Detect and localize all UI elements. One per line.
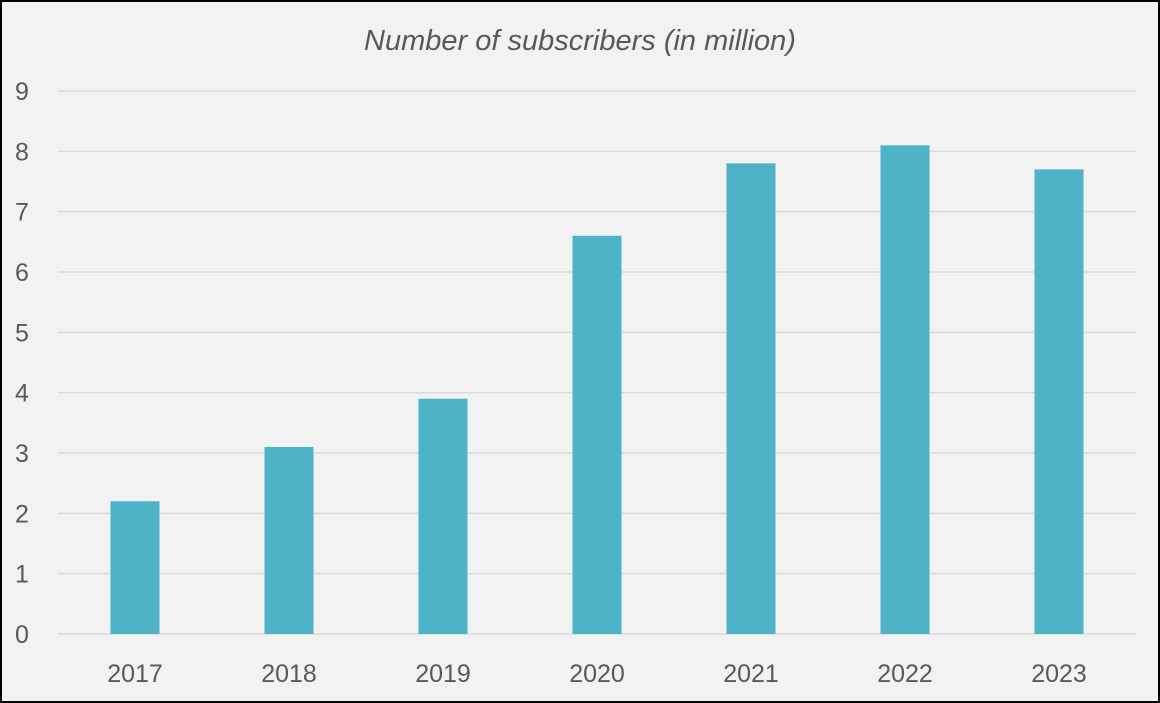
- chart-title: Number of subscribers (in million): [364, 25, 796, 57]
- x-axis-ticks: 2017 2018 2019 2020 2021 2022 2023: [107, 660, 1087, 688]
- bar-2018: [264, 446, 314, 634]
- y-tick-label-7: 7: [15, 199, 29, 227]
- x-tick-label-2018: 2018: [261, 660, 317, 688]
- bar-2017: [110, 501, 160, 634]
- x-tick-label-2023: 2023: [1031, 660, 1087, 688]
- bar-2020: [572, 235, 622, 635]
- y-tick-label-6: 6: [15, 259, 29, 287]
- bar-2019: [418, 398, 468, 634]
- bar-2022: [880, 145, 930, 635]
- y-tick-label-5: 5: [15, 319, 29, 347]
- bar-2023: [1034, 169, 1084, 634]
- y-tick-label-8: 8: [15, 138, 29, 166]
- y-tick-label-4: 4: [15, 380, 29, 408]
- x-tick-label-2021: 2021: [723, 660, 779, 688]
- y-tick-label-0: 0: [15, 621, 29, 649]
- x-tick-label-2020: 2020: [569, 660, 625, 688]
- y-tick-label-9: 9: [15, 78, 29, 106]
- x-tick-label-2019: 2019: [415, 660, 471, 688]
- x-tick-label-2022: 2022: [877, 660, 933, 688]
- bar-2021: [726, 163, 776, 634]
- bars: [110, 145, 1084, 635]
- y-tick-label-3: 3: [15, 440, 29, 468]
- y-tick-label-2: 2: [15, 500, 29, 528]
- y-tick-label-1: 1: [15, 561, 29, 589]
- y-axis-ticks: 0 1 2 3 4 5 6 7 8 9: [15, 78, 29, 649]
- x-tick-label-2017: 2017: [107, 660, 163, 688]
